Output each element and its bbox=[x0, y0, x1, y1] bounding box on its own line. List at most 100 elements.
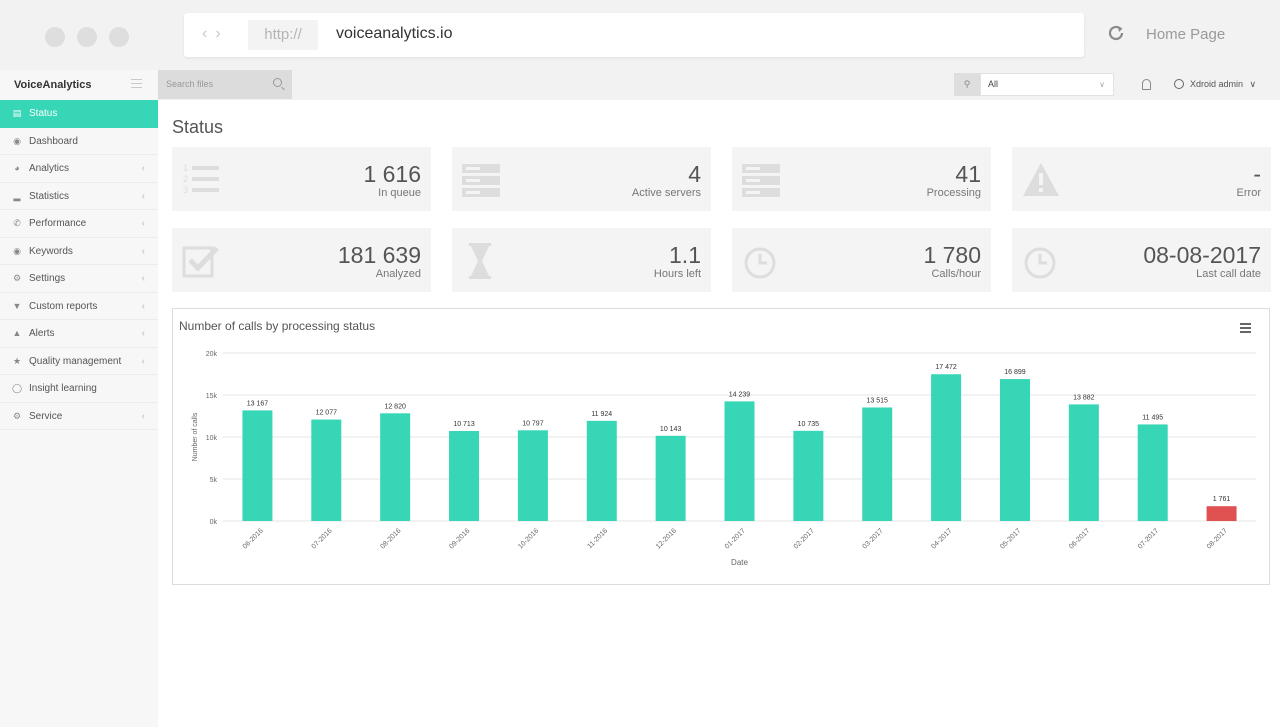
sidebar-item-settings[interactable]: ⚙ Settings ‹ bbox=[0, 265, 158, 293]
chevron-left-icon: ‹ bbox=[141, 300, 145, 312]
server-icon bbox=[462, 164, 500, 197]
brand-logo: VoiceAnalytics bbox=[14, 79, 92, 91]
bar bbox=[999, 379, 1030, 521]
bar bbox=[1206, 506, 1237, 521]
svg-text:1: 1 bbox=[183, 163, 188, 173]
x-tick-label: 08-2017 bbox=[1206, 527, 1229, 550]
map-marker-icon: ⚲ bbox=[954, 73, 980, 96]
x-tick-label: 09-2016 bbox=[448, 527, 471, 550]
sidebar-item-keywords[interactable]: ◉ Keywords ‹ bbox=[0, 238, 158, 265]
bar bbox=[449, 431, 480, 521]
chevron-left-icon: ‹ bbox=[141, 328, 145, 339]
sidebar-item-analytics[interactable]: ◕ Analytics ‹ bbox=[0, 155, 158, 183]
sidebar-item-custom-reports[interactable]: ▼ Custom reports ‹ bbox=[0, 293, 158, 320]
stat-label: In queue bbox=[378, 187, 421, 199]
bar-chart: 0k 5k 10k 15k 20k Number of calls Date 13 167 06… bbox=[192, 351, 1256, 567]
x-tick-label: 02-2017 bbox=[793, 527, 816, 550]
y-axis-title: Number of calls bbox=[192, 412, 199, 461]
star-icon: ★ bbox=[12, 355, 22, 366]
search-placeholder: Search files bbox=[166, 79, 214, 89]
lightbulb-icon: ◯ bbox=[11, 383, 23, 393]
sidebar-item-statistics[interactable]: ▂ Statistics ‹ bbox=[0, 183, 158, 210]
stat-tile-active-servers: 4 Active servers bbox=[452, 147, 711, 211]
browser-chrome: ‹› http:// voiceanalytics.io Home Page bbox=[0, 0, 1280, 70]
stat-tile-processing: 41 Processing bbox=[732, 147, 991, 211]
bar-chart-icon: ▂ bbox=[13, 190, 21, 201]
x-tick-label: 03-2017 bbox=[862, 527, 885, 550]
topbar: Search files ⚲ All ∨ Xdroid admin ∨ bbox=[158, 70, 1280, 100]
sidebar-item-performance[interactable]: ✆ Performance ‹ bbox=[0, 210, 158, 238]
sidebar-item-label: Alerts bbox=[29, 328, 55, 339]
chart-menu-icon[interactable] bbox=[1240, 323, 1251, 335]
sidebar-item-label: Custom reports bbox=[29, 300, 98, 312]
window-close-dot[interactable] bbox=[45, 27, 65, 47]
x-tick-label: 10-2016 bbox=[517, 527, 540, 550]
y-tick-label: 10k bbox=[206, 435, 218, 442]
bar-value-label: 13 167 bbox=[247, 400, 269, 407]
stat-label: Last call date bbox=[1196, 268, 1261, 280]
url-domain[interactable]: voiceanalytics.io bbox=[336, 25, 453, 42]
address-bar[interactable]: ‹› http:// voiceanalytics.io bbox=[184, 13, 1084, 57]
window-maximize-dot[interactable] bbox=[109, 27, 129, 47]
phone-icon: ✆ bbox=[13, 218, 21, 228]
sidebar-item-insight-learning[interactable]: ◯ Insight learning bbox=[0, 375, 158, 403]
sidebar-item-status[interactable]: ▤ Status bbox=[0, 100, 164, 128]
y-tick-label: 15k bbox=[206, 393, 218, 400]
sidebar-item-service[interactable]: ⚙ Service ‹ bbox=[0, 403, 158, 430]
home-page-link[interactable]: Home Page bbox=[1146, 26, 1226, 43]
hourglass-icon bbox=[469, 243, 491, 279]
stat-value: 1.1 bbox=[669, 242, 701, 268]
bar-value-label: 13 882 bbox=[1073, 394, 1095, 401]
chevron-down-icon: ∨ bbox=[1099, 80, 1105, 89]
x-tick-label: 12-2016 bbox=[655, 527, 678, 550]
y-tick-label: 0k bbox=[210, 519, 218, 526]
sidebar-item-label: Quality management bbox=[29, 355, 122, 367]
bell-icon[interactable] bbox=[1142, 79, 1151, 90]
user-menu[interactable]: Xdroid admin ∨ bbox=[1174, 79, 1256, 90]
sidebar-item-alerts[interactable]: ▲ Alerts ‹ bbox=[0, 320, 158, 348]
stat-value: - bbox=[1253, 161, 1261, 187]
x-tick-label: 11-2016 bbox=[586, 527, 609, 550]
bar-value-label: 1 761 bbox=[1213, 496, 1231, 503]
bar-value-label: 10 735 bbox=[798, 421, 820, 428]
chevron-left-icon: ‹ bbox=[141, 410, 145, 422]
stat-label: Hours left bbox=[653, 268, 701, 280]
sidebar-item-dashboard[interactable]: ◉ Dashboard bbox=[0, 128, 158, 155]
ordered-list-icon: 123 bbox=[183, 163, 219, 195]
sidebar-item-label: Performance bbox=[29, 218, 87, 229]
stat-value: 41 bbox=[955, 161, 981, 187]
stat-value: 08-08-2017 bbox=[1143, 242, 1261, 268]
x-tick-label: 05-2017 bbox=[999, 527, 1022, 550]
sidebar-item-label: Statistics bbox=[29, 190, 70, 202]
location-select[interactable]: All ∨ bbox=[980, 73, 1114, 96]
hamburger-icon[interactable] bbox=[131, 79, 142, 91]
chevron-left-icon: ‹ bbox=[141, 190, 145, 202]
sidebar-item-label: Settings bbox=[29, 273, 66, 284]
bar bbox=[1137, 424, 1168, 521]
bar bbox=[655, 435, 686, 521]
sidebar-item-label: Analytics bbox=[29, 163, 70, 174]
x-axis-title: Date bbox=[731, 558, 748, 567]
user-icon bbox=[1174, 79, 1184, 89]
sidebar-item-quality-management[interactable]: ★ Quality management ‹ bbox=[0, 348, 158, 375]
stat-tile-error: - Error bbox=[1012, 147, 1271, 211]
brand[interactable]: VoiceAnalytics bbox=[0, 70, 158, 100]
x-tick-label: 07-2017 bbox=[1137, 527, 1160, 550]
x-tick-label: 06-2017 bbox=[1068, 527, 1091, 550]
reload-icon[interactable] bbox=[1105, 22, 1127, 44]
comments-icon: ◉ bbox=[13, 245, 21, 256]
url-protocol: http:// bbox=[248, 20, 318, 50]
stat-label: Processing bbox=[926, 187, 981, 199]
search-input[interactable]: Search files bbox=[158, 70, 292, 99]
calls-chart-panel: Number of calls by processing status 0k 5… bbox=[172, 308, 1270, 585]
y-tick-label: 20k bbox=[206, 351, 218, 358]
y-tick-label: 5k bbox=[210, 477, 218, 484]
sidebar: VoiceAnalytics ▤ Status ◉ Dashboard ◕ Analyti… bbox=[0, 70, 164, 727]
search-icon[interactable] bbox=[273, 78, 282, 87]
bar bbox=[380, 413, 411, 521]
back-forward-icon[interactable]: ‹› bbox=[202, 25, 229, 42]
stat-value: 1 780 bbox=[923, 242, 981, 268]
chevron-left-icon: ‹ bbox=[141, 218, 145, 229]
window-minimize-dot[interactable] bbox=[77, 27, 97, 47]
